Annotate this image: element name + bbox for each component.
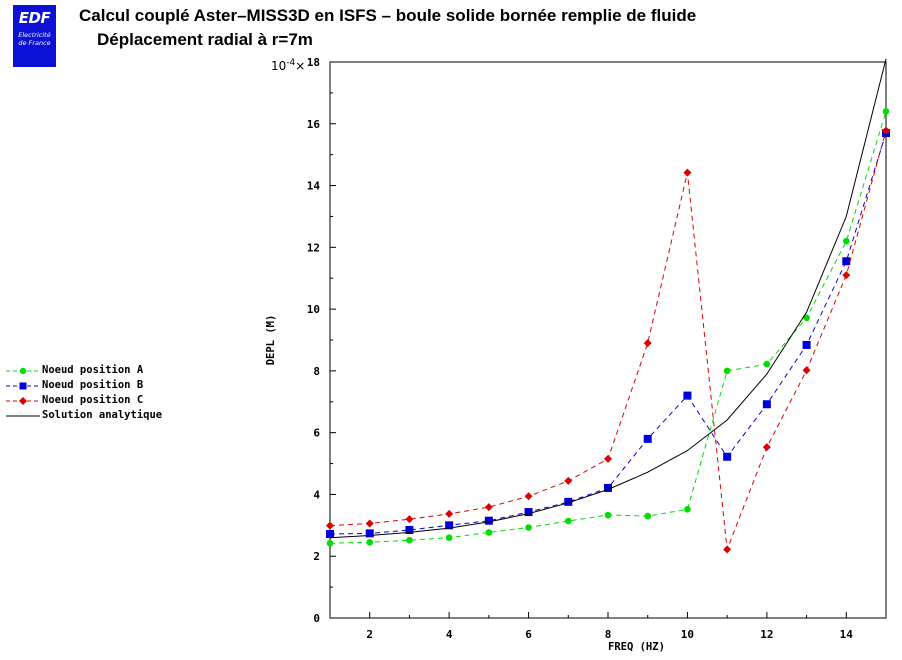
data-point	[445, 521, 454, 530]
legend-label-b: Noeud position B	[42, 379, 144, 391]
legend-label-analytic: Solution analytique	[42, 409, 163, 421]
data-point	[365, 519, 374, 528]
edf-logo: EDF Electricité de France	[13, 5, 56, 67]
data-point	[802, 340, 811, 349]
data-point	[445, 534, 453, 541]
logo-line-1: Electricité	[18, 31, 51, 39]
y-tick-label: 0	[313, 612, 320, 625]
legend-swatch-analytic	[6, 415, 40, 417]
y-tick-label: 8	[313, 365, 320, 378]
data-point	[406, 536, 413, 544]
data-point	[723, 452, 732, 461]
data-point	[326, 529, 334, 538]
data-point	[882, 108, 890, 115]
series-line	[329, 111, 887, 544]
y-tick-label: 10	[307, 303, 320, 316]
data-point	[484, 503, 493, 512]
data-point	[604, 454, 612, 463]
chart-axes: 2 4 6 8 10 12 14 0 2 4 6 8 10 12 14 16 18	[307, 56, 887, 641]
y-multiplier-exp: -4	[286, 58, 295, 68]
data-point	[723, 367, 731, 375]
chart-title: Calcul couplé Aster–MISS3D en ISFS – bou…	[79, 6, 697, 25]
data-point	[842, 271, 851, 280]
y-tick-label: 14	[307, 180, 321, 193]
data-point	[763, 360, 771, 368]
legend-label-a: Noeud position A	[42, 364, 144, 376]
data-point	[524, 492, 533, 501]
data-point	[445, 509, 454, 518]
data-point	[485, 529, 493, 536]
y-tick-label: 18	[307, 56, 320, 69]
y-axis-label: DEPL (M)	[265, 315, 277, 366]
x-tick-label: 6	[525, 628, 532, 641]
data-point	[405, 525, 414, 534]
series-4	[329, 58, 887, 539]
legend-swatch-b	[6, 382, 40, 390]
data-point	[564, 476, 573, 485]
legend-swatch-c	[6, 397, 40, 405]
series-1	[326, 108, 890, 547]
y-multiplier: 10-4×	[271, 58, 305, 73]
y-tick-label: 6	[313, 427, 320, 440]
data-point	[564, 517, 572, 525]
y-multiplier-base: 10	[271, 59, 286, 73]
chart-subtitle: Déplacement radial à r=7m	[97, 30, 313, 49]
data-point	[802, 366, 811, 375]
data-point	[326, 539, 334, 547]
plot-frame	[329, 61, 887, 619]
x-tick-label: 8	[605, 628, 612, 641]
data-point	[366, 539, 374, 546]
data-point	[882, 126, 890, 135]
x-tick-label: 10	[681, 628, 694, 641]
data-point	[684, 505, 691, 513]
data-point	[683, 168, 692, 177]
data-point	[604, 511, 612, 519]
x-tick-label: 14	[840, 628, 854, 641]
data-point	[326, 521, 334, 530]
data-point	[683, 391, 692, 400]
x-tick-label: 12	[760, 628, 773, 641]
series-line	[329, 132, 887, 535]
data-point	[365, 529, 374, 538]
data-point	[644, 512, 652, 520]
x-axis-label: FREQ (HZ)	[608, 641, 665, 653]
logo-brand: EDF	[18, 9, 51, 27]
y-tick-label: 16	[307, 118, 321, 131]
x-tick-label: 2	[366, 628, 373, 641]
y-tick-label: 12	[307, 241, 320, 254]
chart-series	[326, 58, 890, 554]
series-3	[326, 126, 890, 554]
y-tick-label: 4	[313, 488, 320, 501]
series-2	[326, 129, 890, 538]
data-point	[643, 434, 652, 443]
data-point	[604, 483, 612, 492]
data-point	[484, 516, 493, 525]
data-point	[762, 443, 771, 452]
data-point	[842, 237, 850, 245]
data-point	[524, 508, 533, 517]
data-point	[643, 339, 652, 348]
y-tick-label: 2	[313, 550, 320, 563]
data-point	[525, 524, 532, 531]
data-point	[762, 400, 771, 409]
data-point	[803, 314, 810, 322]
x-tick-label: 4	[446, 628, 453, 641]
data-point	[842, 257, 851, 266]
logo-line-2: de France	[18, 39, 51, 47]
data-point	[405, 515, 414, 524]
data-point	[723, 545, 732, 554]
legend-label-c: Noeud position C	[42, 394, 144, 406]
data-point	[564, 497, 573, 506]
series-line	[329, 58, 887, 539]
legend-swatch-a	[6, 367, 40, 375]
